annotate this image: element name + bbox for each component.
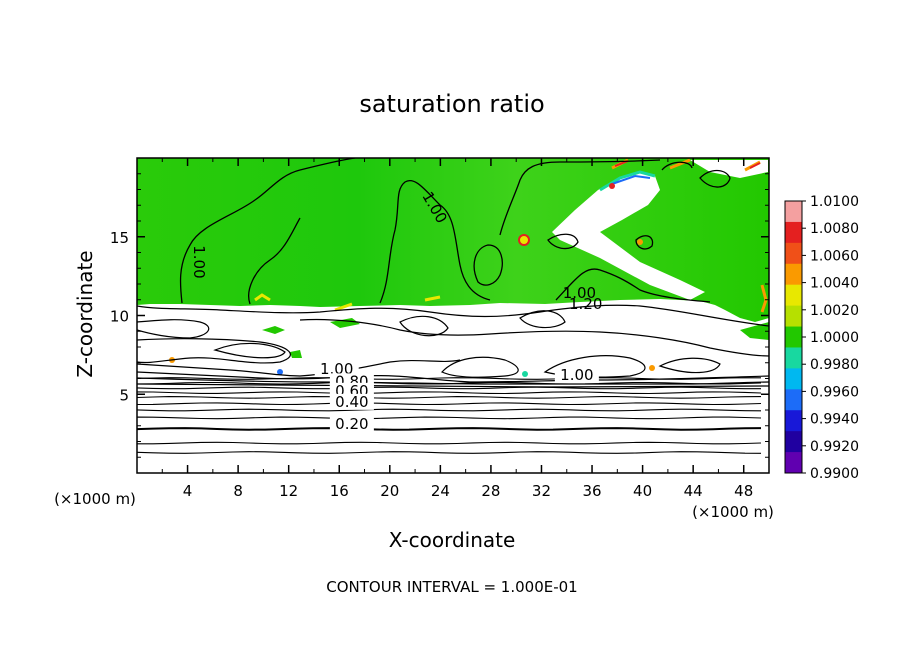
contour-line — [137, 408, 762, 412]
contour-label-bg — [329, 415, 374, 432]
contour-label: 0.20 — [335, 415, 368, 433]
colorbar-tick-label: 0.9900 — [810, 466, 859, 482]
contour-label-bg — [329, 393, 374, 410]
plot-area — [137, 158, 769, 473]
hotspot — [518, 234, 530, 246]
rim-blue — [611, 174, 651, 185]
x-tick-label: 44 — [684, 482, 703, 500]
y-tick-label: 15 — [110, 229, 129, 247]
colorbar-tick-label: 1.0060 — [810, 248, 859, 264]
contour-label: 1.00 — [190, 245, 208, 278]
colorbar-swatch — [785, 368, 802, 390]
contour-label-bg — [314, 360, 359, 377]
dry-intrusion — [552, 172, 705, 300]
colorbar-swatch — [785, 221, 802, 244]
colorbar-tick-label: 0.9920 — [810, 439, 859, 455]
contour-line — [137, 427, 762, 431]
contour-label: 1.00 — [320, 360, 353, 378]
colorbar-swatch — [785, 305, 802, 328]
colorbar-swatch — [785, 389, 802, 411]
contour-label: 1.00 — [560, 366, 593, 384]
colorbar-tick-label: 0.9980 — [810, 357, 859, 373]
chart-title: saturation ratio — [359, 90, 544, 118]
x-tick-label: 20 — [380, 482, 399, 500]
colorbar-swatch — [785, 452, 802, 474]
colorbar-swatch — [785, 410, 802, 432]
x-tick-label: 48 — [734, 482, 753, 500]
stable-layer-contours — [137, 377, 762, 454]
z-unit-label: (×1000 m) — [54, 490, 136, 508]
x-tick-label: 24 — [431, 482, 450, 500]
colorbar-swatch — [785, 347, 802, 369]
colorbar-tick-label: 0.9940 — [810, 412, 859, 428]
colorbar-swatch — [785, 263, 802, 286]
colorbar: 1.0100 1.0080 1.0060 1.0040 1.0020 1.0000 0.99… — [784, 194, 859, 482]
contour-lines-upper — [179, 158, 731, 305]
rim-yellow — [254, 293, 441, 312]
contour-line — [137, 386, 761, 390]
contour-line — [137, 381, 762, 385]
moist-region — [137, 158, 769, 322]
colorbar-tick-label: 0.9960 — [810, 384, 859, 400]
colorbar-tick-label: 1.0080 — [810, 221, 859, 237]
contour-label: 0.40 — [335, 393, 368, 411]
colorbar-swatch — [785, 242, 802, 265]
y-axis-label: Z-coordinate — [73, 250, 97, 377]
x-tick-label: 28 — [481, 482, 500, 500]
x-tick-label: 40 — [633, 482, 652, 500]
x-axis-ticks: 4 8 12 16 20 24 28 32 36 40 44 48 — [161, 158, 753, 500]
y-tick-label: 5 — [119, 386, 129, 404]
y-axis-ticks: 5 10 15 — [110, 173, 769, 458]
hotspot — [609, 183, 615, 189]
x-tick-label: 4 — [183, 482, 193, 500]
rim-orange-spot — [649, 365, 655, 371]
contour-line — [137, 377, 762, 380]
dry-pocket-top — [690, 160, 768, 178]
colorbar-tick-label: 1.0020 — [810, 303, 859, 319]
rim-cyan-spot — [522, 371, 528, 377]
x-unit-label: (×1000 m) — [692, 503, 774, 521]
colorbar-tick-label: 1.0100 — [810, 194, 859, 210]
y-tick-label: 10 — [110, 308, 129, 326]
contour-line — [137, 441, 762, 445]
contour-line — [137, 451, 762, 454]
hotspot — [637, 239, 643, 245]
contour-line — [137, 416, 762, 420]
rim-blue-spot — [277, 369, 283, 375]
x-tick-label: 32 — [532, 482, 551, 500]
contour-line — [137, 391, 762, 395]
contour-labels: 1.001.001.001.201.000.800.600.400.201.00 — [190, 189, 603, 433]
contour-label: 1.00 — [563, 284, 596, 302]
contour-interval-note: CONTOUR INTERVAL = 1.000E-01 — [326, 578, 577, 596]
x-tick-label: 16 — [330, 482, 349, 500]
contour-line — [137, 396, 762, 399]
colorbar-swatch — [785, 326, 802, 348]
colorbar-tick-label: 1.0040 — [810, 276, 859, 292]
x-tick-label: 8 — [233, 482, 243, 500]
x-axis-label: X-coordinate — [389, 528, 516, 552]
contour-line — [137, 402, 762, 406]
x-tick-label: 12 — [279, 482, 298, 500]
colorbar-swatch — [785, 431, 802, 453]
contour-label: 1.20 — [569, 295, 602, 313]
contour-label-bg — [554, 367, 599, 384]
colorbar-swatch — [785, 201, 802, 223]
colorbar-tick-label: 1.0000 — [810, 330, 859, 346]
colorbar-swatch — [785, 284, 802, 307]
x-tick-label: 36 — [582, 482, 601, 500]
